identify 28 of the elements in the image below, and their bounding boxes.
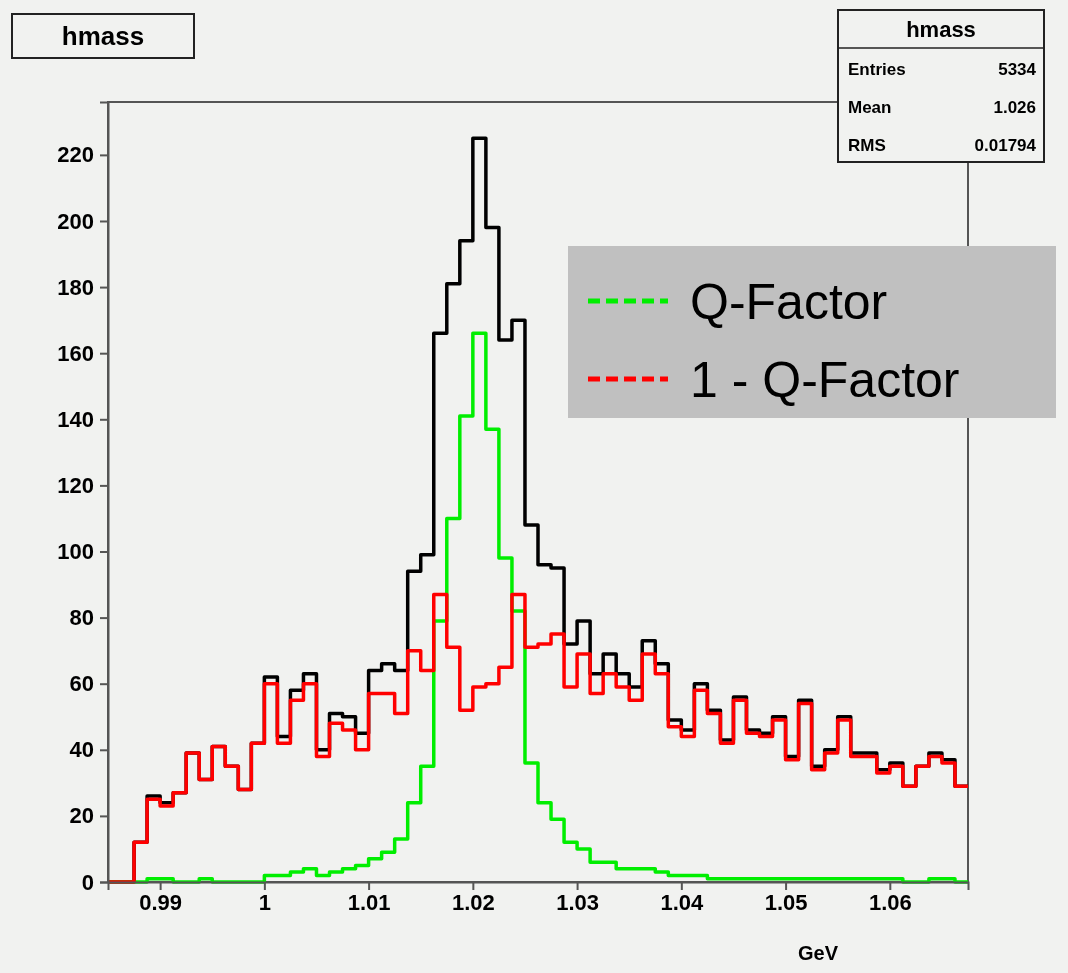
legend-label: Q-Factor bbox=[690, 273, 888, 330]
y-tick-label: 200 bbox=[57, 208, 94, 234]
y-tick-label: 40 bbox=[69, 737, 94, 763]
y-tick-label: 220 bbox=[57, 142, 94, 168]
legend-label: 1 - Q-Factor bbox=[690, 351, 960, 408]
y-tick-label: 60 bbox=[69, 671, 94, 697]
text: Mean 1.026 bbox=[848, 97, 1036, 117]
x-axis-title: GeV bbox=[797, 942, 839, 964]
y-tick-label: 80 bbox=[69, 605, 94, 631]
x-tick-label: 1.01 bbox=[347, 890, 391, 916]
text: hmass bbox=[906, 16, 976, 42]
x-tick-label: 1 bbox=[258, 890, 271, 916]
y-tick-label: 100 bbox=[57, 539, 94, 565]
x-tick-label: 0.99 bbox=[139, 890, 183, 916]
y-tick-label: 160 bbox=[57, 340, 94, 366]
y-tick-label: 20 bbox=[69, 803, 94, 829]
y-tick-label: 180 bbox=[57, 274, 94, 300]
x-tick-label: 1.03 bbox=[556, 890, 599, 916]
y-tick-label: 120 bbox=[57, 472, 94, 498]
chart-title: hmass bbox=[61, 21, 145, 52]
y-tick-label: 140 bbox=[57, 406, 94, 432]
x-tick-label: 1.04 bbox=[660, 890, 704, 916]
text: Entries 5334 bbox=[848, 59, 1036, 79]
x-tick-label: 1.06 bbox=[868, 890, 912, 916]
y-tick-label: 0 bbox=[81, 869, 94, 895]
x-tick-label: 1.02 bbox=[451, 890, 495, 916]
text: RMS 0.01794 bbox=[848, 135, 1036, 155]
x-tick-label: 1.05 bbox=[764, 890, 808, 916]
